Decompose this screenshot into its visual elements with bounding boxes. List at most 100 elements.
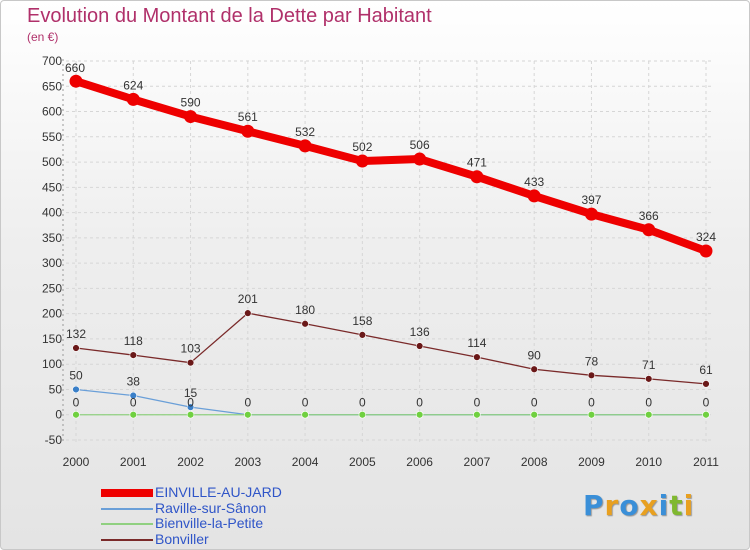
chart-title: Evolution du Montant de la Dette par Hab… [27, 5, 432, 27]
data-label: 0 [416, 396, 423, 410]
y-tick-label: 550 [42, 130, 62, 144]
axes: -500501001502002503003504004505005506006… [42, 54, 719, 469]
data-point [355, 154, 369, 168]
data-point [587, 411, 596, 419]
data-label: 71 [642, 358, 656, 372]
data-label: 0 [474, 396, 481, 410]
legend-swatch [101, 507, 153, 510]
y-tick-label: -50 [45, 433, 63, 447]
data-point [415, 411, 424, 419]
data-point [527, 189, 541, 203]
chart-subtitle: (en €) [27, 30, 59, 44]
data-point [72, 344, 80, 352]
data-labels: 660 624 590 561 532 502 506 471 433 397 366 324 50 38… [65, 61, 716, 410]
data-label: 15 [184, 386, 198, 400]
data-point [241, 124, 255, 138]
y-tick-label: 100 [42, 357, 62, 371]
data-point [587, 371, 596, 380]
series-line-raville-sur-s-non [75, 388, 707, 416]
y-tick-label: 250 [42, 281, 62, 295]
data-label: 0 [588, 396, 595, 410]
data-point [645, 375, 653, 383]
data-point [129, 391, 137, 400]
legend-swatch [101, 523, 153, 525]
data-label: 0 [703, 396, 710, 410]
logo-letter: x [639, 489, 659, 522]
data-point [530, 365, 538, 373]
y-tick-label: 200 [42, 307, 62, 321]
y-tick-label: 450 [42, 180, 62, 194]
data-label: 118 [124, 334, 143, 348]
data-point [72, 385, 80, 394]
data-point [186, 403, 195, 411]
x-tick-label: 2010 [635, 455, 662, 469]
data-label: 660 [65, 61, 85, 75]
data-label: 624 [123, 78, 143, 92]
data-label: 0 [359, 396, 366, 410]
data-point [72, 411, 80, 419]
data-label: 0 [531, 396, 538, 410]
data-label: 50 [69, 368, 83, 382]
data-point [244, 411, 252, 419]
legend-swatch [101, 538, 153, 541]
y-tick-label: 0 [55, 408, 62, 422]
data-label: 0 [130, 396, 137, 410]
legend-label: Raville-sur-Sânon [155, 499, 267, 516]
data-point [298, 139, 312, 153]
logo-letter: i [658, 489, 670, 522]
data-label: 561 [238, 110, 258, 124]
series-layer [69, 74, 713, 419]
data-point [473, 411, 481, 419]
data-point [530, 411, 538, 419]
data-point [129, 351, 137, 359]
logo-letter: t [669, 489, 684, 522]
data-label: 0 [73, 396, 80, 410]
logo-letter: i [683, 489, 695, 522]
x-tick-label: 2002 [177, 455, 204, 469]
data-point [473, 353, 481, 361]
data-label: 324 [696, 230, 716, 244]
series-line-einville-au-jard [72, 77, 710, 256]
data-point [126, 92, 140, 106]
data-point [584, 207, 598, 221]
data-point [186, 358, 195, 367]
data-label: 366 [639, 209, 659, 223]
y-tick-label: 150 [42, 332, 62, 346]
data-point [244, 309, 252, 317]
data-point [301, 411, 309, 419]
data-label: 471 [467, 156, 487, 170]
data-label: 114 [467, 336, 486, 350]
x-tick-label: 2009 [578, 455, 605, 469]
logo-letter: o [619, 489, 640, 522]
data-point [699, 244, 713, 258]
x-tick-label: 2003 [234, 455, 261, 469]
x-tick-label: 2004 [292, 455, 319, 469]
legend-swatch [101, 489, 153, 497]
x-tick-label: 2006 [406, 455, 433, 469]
data-label: 0 [302, 396, 309, 410]
y-tick-label: 400 [42, 206, 62, 220]
data-label: 136 [410, 325, 430, 339]
y-tick-label: 700 [42, 54, 62, 68]
data-label: 201 [238, 292, 258, 306]
data-point [358, 411, 367, 419]
grid-lines [66, 60, 711, 445]
data-label: 397 [581, 193, 601, 207]
logo-letter: P [583, 489, 605, 522]
data-label: 38 [127, 375, 141, 389]
data-label: 0 [187, 396, 194, 410]
proxiti-logo: Proxiti [583, 489, 694, 522]
y-tick-label: 50 [49, 382, 63, 396]
data-label: 590 [181, 96, 201, 110]
data-point [642, 223, 656, 237]
data-label: 132 [66, 327, 86, 341]
data-label: 506 [410, 138, 430, 152]
data-point [415, 342, 424, 350]
data-label: 433 [524, 175, 544, 189]
data-label: 90 [528, 348, 542, 362]
y-tick-label: 350 [42, 231, 62, 245]
data-label: 0 [645, 396, 652, 410]
data-point [702, 411, 710, 419]
legend-label: EINVILLE-AU-JARD [155, 484, 282, 500]
